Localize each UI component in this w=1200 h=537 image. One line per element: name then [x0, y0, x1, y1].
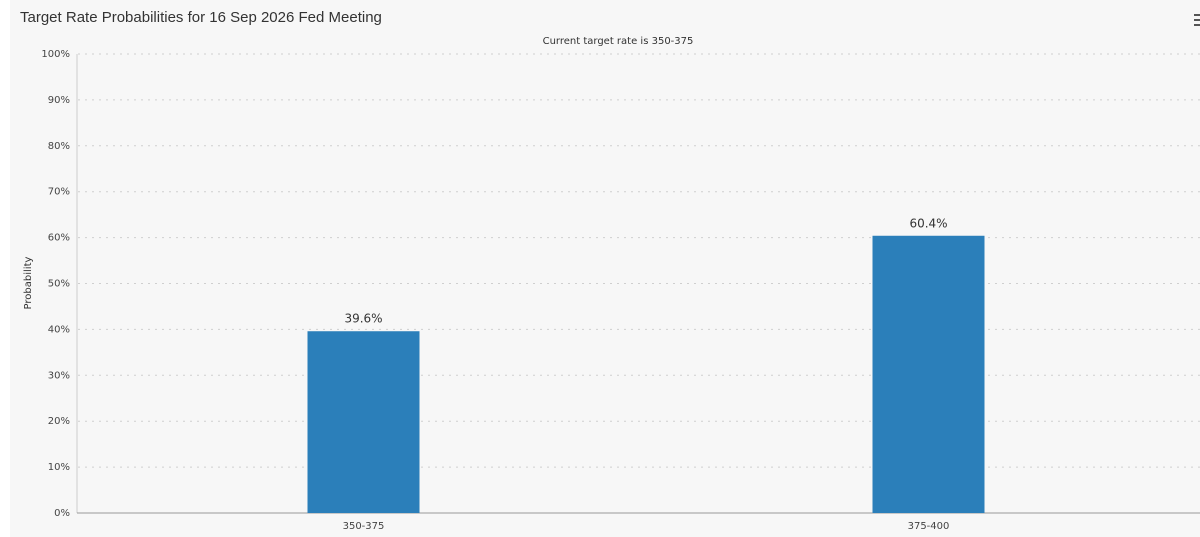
bar	[872, 235, 985, 513]
data-label: 60.4%	[909, 216, 947, 230]
y-tick-label: 90%	[48, 95, 70, 106]
x-tick-label: 375-400	[908, 521, 950, 532]
chart-title: Target Rate Probabilities for 16 Sep 202…	[20, 9, 382, 26]
chart-subtitle: Current target rate is 350-375	[543, 36, 694, 47]
y-tick-label: 80%	[48, 141, 70, 152]
menu-icon[interactable]	[1194, 14, 1200, 26]
menu-icon-bar	[1194, 14, 1200, 16]
chart-background	[10, 0, 1200, 537]
y-tick-label: 60%	[48, 233, 70, 244]
data-label: 39.6%	[344, 312, 382, 326]
bar	[307, 331, 420, 513]
menu-icon-bar	[1194, 19, 1200, 21]
y-tick-label: 20%	[48, 416, 70, 427]
y-tick-label: 70%	[48, 187, 70, 198]
x-tick-label: 350-375	[343, 521, 385, 532]
menu-icon-bar	[1194, 24, 1200, 26]
y-axis-label: Probability	[23, 256, 34, 309]
y-tick-label: 100%	[41, 49, 70, 60]
y-tick-label: 0%	[54, 508, 70, 519]
y-tick-label: 10%	[48, 462, 70, 473]
y-tick-label: 30%	[48, 370, 70, 381]
y-tick-label: 40%	[48, 324, 70, 335]
y-tick-label: 50%	[48, 279, 70, 290]
